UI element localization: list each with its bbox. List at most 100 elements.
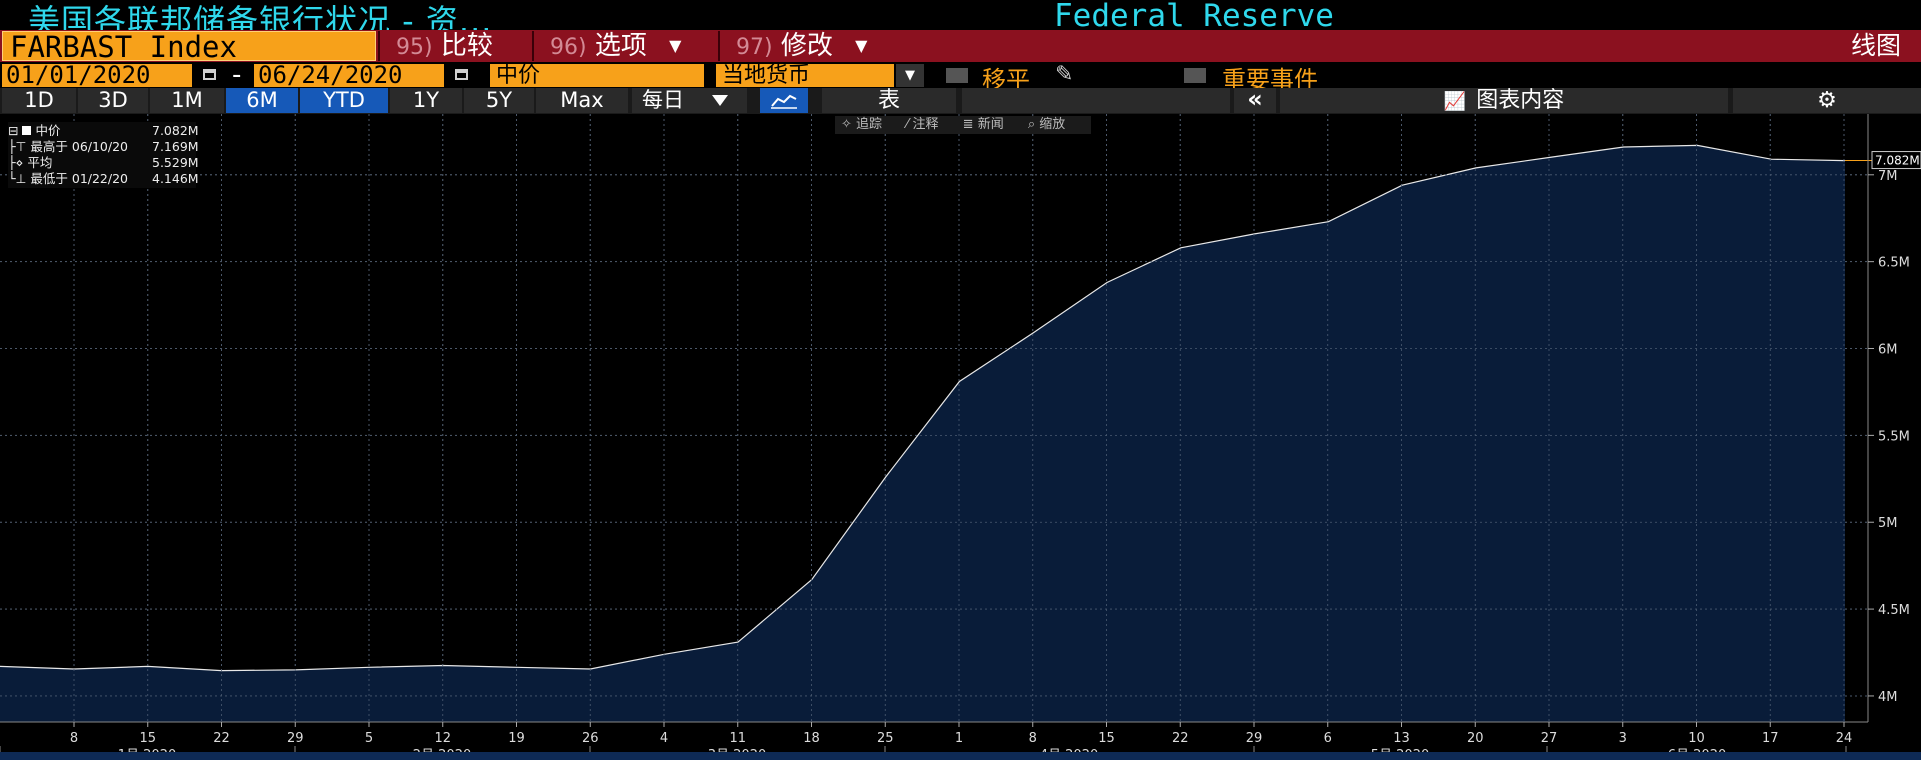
x-tick-label: 15 (139, 731, 156, 746)
chart-mode-label[interactable]: 线图 (1850, 31, 1901, 60)
x-tick-label: 27 (1541, 731, 1558, 746)
legend-series-value: 7.082M (152, 123, 199, 138)
range-5y[interactable]: 5Y (464, 88, 534, 113)
legend-low-value: 4.146M (152, 171, 199, 186)
chart-legend: ⊟ 中价 7.082M ├⊤ 最高于 06/10/20 7.169M ├⋄ 平均… (8, 122, 199, 188)
chevron-down-icon: ▼ (855, 36, 868, 55)
x-tick-label: 26 (582, 731, 599, 746)
x-tick-label: 25 (877, 731, 894, 746)
range-6m[interactable]: 6M (226, 88, 298, 113)
chart-content-label: 图表内容 (1476, 88, 1565, 113)
price-field-select[interactable]: 中价 (490, 64, 704, 87)
x-tick-label: 19 (508, 731, 525, 746)
x-tick-label: 5 (365, 731, 373, 746)
x-tick-label: 22 (1172, 731, 1189, 746)
options-button[interactable]: 96) 选项 ▼ (532, 31, 718, 61)
x-tick-label: 29 (1246, 731, 1263, 746)
legend-avg: ├⋄ 平均 (8, 155, 53, 170)
y-tick-label: 5M (1878, 516, 1898, 531)
end-date-field[interactable]: 06/24/2020 (254, 63, 444, 87)
chart-tools: ✧ 追踪 ⁄ 注释 ≣ 新闻 ⌕ 缩放 (835, 116, 1092, 134)
x-tick-label: 13 (1393, 731, 1410, 746)
x-tick-label: 12 (434, 731, 451, 746)
x-tick-label: 8 (70, 731, 78, 746)
annotate-label: 注释 (912, 117, 939, 132)
news-label: 新闻 (977, 117, 1004, 132)
compare-number: 95) (396, 35, 433, 60)
line-chart-icon (771, 94, 797, 109)
key-events-checkbox[interactable] (1184, 68, 1206, 83)
x-tick-label: 4 (660, 731, 668, 746)
pencil-icon[interactable]: ✎ (1055, 62, 1074, 87)
y-tick-label: 5.5M (1878, 429, 1910, 444)
series-line (0, 144, 1846, 672)
legend-low: └⊥ 最低于 01/22/20 (8, 171, 129, 186)
legend-low-label: 最低于 01/22/20 (30, 171, 129, 186)
chevron-down-icon: ▼ (669, 36, 682, 55)
legend-series[interactable]: ⊟ 中价 (8, 123, 61, 138)
calendar-icon[interactable] (198, 64, 222, 87)
modify-button[interactable]: 97) 修改 ▼ (718, 31, 906, 61)
y-tick-label: 4.5M (1878, 603, 1910, 618)
track-label: 追踪 (856, 117, 883, 132)
annotate-tool[interactable]: ⁄ 注释 (906, 117, 939, 132)
x-tick-label: 6 (1324, 731, 1332, 746)
start-date-field[interactable]: 01/01/2020 (2, 63, 192, 87)
toolbar-spacer (962, 88, 1230, 113)
compare-label: 比较 (440, 31, 493, 61)
compare-button[interactable]: 95) 比较 (378, 31, 532, 61)
range-1y[interactable]: 1Y (390, 88, 462, 113)
bottom-strip (0, 752, 1921, 760)
window-subtitle: Federal Reserve (1054, 0, 1334, 34)
series-area (0, 145, 1845, 722)
modify-label: 修改 (780, 31, 833, 61)
track-tool[interactable]: ✧ 追踪 (841, 117, 883, 132)
last-value-label: 7.082M (1875, 154, 1920, 168)
legend-avg-value: 5.529M (152, 155, 199, 170)
chevron-down-icon (712, 95, 728, 106)
range-ytd[interactable]: YTD (300, 88, 388, 113)
ticker-field[interactable]: FARBAST Index (2, 31, 376, 62)
x-tick-label: 18 (803, 731, 820, 746)
table-button[interactable]: 表 (822, 88, 956, 113)
x-tick-label: 29 (287, 731, 304, 746)
x-tick-label: 3 (1619, 731, 1627, 746)
gear-icon[interactable]: ⚙ (1733, 88, 1921, 113)
x-tick-label: 10 (1688, 731, 1705, 746)
x-tick-label: 8 (1029, 731, 1037, 746)
legend-high-value: 7.169M (152, 139, 199, 154)
legend-series-label: 中价 (35, 123, 61, 138)
last-value-tag (1871, 151, 1921, 170)
x-tick-label: 17 (1762, 731, 1779, 746)
options-label: 选项 (594, 31, 647, 61)
line-chart-button[interactable] (760, 88, 808, 113)
collapse-icon[interactable]: « (1234, 87, 1276, 113)
y-tick-label: 6M (1878, 343, 1898, 358)
range-1d[interactable]: 1D (2, 88, 76, 113)
news-tool[interactable]: ≣ 新闻 (962, 117, 1004, 132)
y-tick-label: 7M (1878, 169, 1898, 184)
x-tick-label: 20 (1467, 731, 1484, 746)
chart-icon: 📈 (1443, 91, 1467, 112)
frequency-select[interactable]: 每日 (632, 88, 747, 113)
chart-content-button[interactable]: 📈 图表内容 (1280, 88, 1728, 113)
calendar-icon[interactable] (450, 64, 474, 87)
range-1m[interactable]: 1M (150, 88, 224, 113)
x-tick-label: 24 (1836, 731, 1853, 746)
range-3d[interactable]: 3D (78, 88, 148, 113)
x-tick-label: 11 (729, 731, 746, 746)
currency-select[interactable]: 当地货币 (716, 64, 894, 87)
range-max[interactable]: Max (536, 88, 628, 113)
title-bar (0, 0, 1921, 30)
moving-average-checkbox[interactable] (946, 68, 968, 83)
modify-number: 97) (736, 35, 773, 60)
x-tick-label: 22 (213, 731, 230, 746)
zoom-label: 缩放 (1039, 117, 1066, 132)
chevron-down-icon[interactable]: ▼ (896, 64, 924, 87)
zoom-tool[interactable]: ⌕ 缩放 (1027, 117, 1066, 132)
date-separator: - (232, 60, 242, 90)
options-number: 96) (550, 35, 587, 60)
legend-high: ├⊤ 最高于 06/10/20 (8, 139, 129, 154)
legend-avg-label: 平均 (27, 155, 53, 170)
